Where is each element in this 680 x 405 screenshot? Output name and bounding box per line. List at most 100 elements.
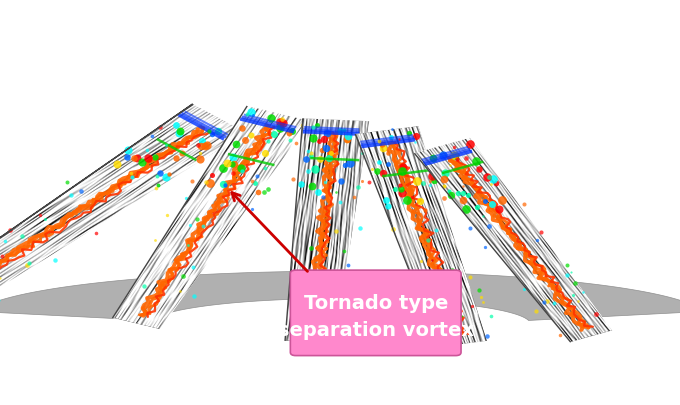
Point — [218, 181, 228, 188]
Point — [496, 197, 507, 203]
Point — [482, 333, 493, 340]
Point — [486, 313, 496, 320]
Point — [313, 138, 324, 144]
Point — [386, 126, 397, 133]
Point — [150, 154, 160, 160]
Polygon shape — [355, 126, 487, 347]
Point — [154, 170, 165, 176]
Point — [285, 137, 296, 143]
Point — [464, 273, 475, 280]
Point — [532, 237, 543, 243]
Point — [235, 165, 246, 171]
Point — [218, 164, 228, 171]
Point — [406, 190, 417, 196]
Point — [317, 147, 328, 153]
Point — [561, 271, 572, 278]
Point — [0, 296, 3, 303]
Point — [445, 192, 456, 198]
Point — [241, 110, 252, 117]
Point — [465, 141, 476, 147]
Point — [260, 165, 271, 171]
Point — [341, 137, 352, 143]
Point — [355, 225, 366, 231]
Point — [330, 228, 341, 234]
Point — [227, 170, 238, 176]
Point — [155, 124, 166, 130]
Point — [569, 279, 580, 286]
Point — [377, 145, 388, 151]
Point — [0, 275, 5, 281]
Point — [122, 154, 133, 161]
Point — [131, 154, 142, 161]
Point — [494, 206, 505, 213]
Point — [449, 144, 460, 151]
Point — [207, 171, 218, 178]
Point — [313, 188, 324, 195]
Point — [194, 150, 205, 156]
Point — [483, 222, 494, 229]
Text: Tornado type: Tornado type — [303, 294, 448, 313]
Point — [314, 156, 325, 162]
Point — [398, 200, 409, 206]
Point — [245, 132, 256, 138]
Point — [333, 339, 344, 345]
Point — [415, 198, 426, 204]
Point — [491, 180, 502, 186]
Point — [317, 293, 328, 300]
Point — [180, 195, 191, 201]
Point — [5, 226, 16, 233]
Point — [150, 237, 160, 243]
Point — [411, 133, 422, 139]
Point — [258, 189, 269, 195]
Point — [457, 313, 468, 319]
Point — [345, 160, 356, 166]
Point — [340, 162, 351, 168]
Point — [373, 159, 384, 165]
Point — [480, 197, 491, 204]
Point — [252, 173, 262, 179]
Polygon shape — [0, 104, 245, 297]
Point — [194, 156, 205, 162]
Point — [75, 188, 86, 195]
Point — [566, 269, 577, 275]
Point — [307, 134, 318, 141]
Point — [503, 228, 514, 234]
Point — [352, 184, 363, 191]
Point — [127, 174, 138, 181]
Point — [460, 205, 471, 212]
Point — [39, 216, 50, 222]
Point — [396, 190, 407, 196]
Point — [376, 141, 387, 147]
Point — [203, 128, 214, 134]
Point — [453, 189, 464, 196]
Point — [487, 201, 498, 207]
Point — [440, 170, 451, 177]
Point — [192, 141, 203, 148]
Point — [460, 155, 471, 161]
Point — [357, 177, 368, 184]
Point — [277, 120, 288, 127]
Point — [349, 193, 360, 200]
Point — [478, 213, 489, 220]
Point — [332, 315, 343, 322]
Point — [405, 185, 416, 192]
Point — [192, 215, 203, 222]
Point — [568, 291, 579, 298]
Point — [305, 245, 316, 251]
Point — [335, 199, 345, 205]
Point — [439, 183, 449, 190]
Point — [306, 149, 317, 156]
Point — [141, 147, 152, 153]
Point — [449, 152, 460, 158]
Point — [444, 188, 455, 194]
Point — [326, 150, 337, 156]
Point — [275, 119, 286, 126]
Point — [335, 328, 345, 334]
Point — [188, 293, 199, 300]
Point — [307, 183, 318, 190]
Point — [152, 182, 163, 188]
Point — [176, 149, 187, 156]
Point — [196, 143, 207, 149]
Point — [339, 271, 350, 278]
Point — [473, 287, 484, 294]
